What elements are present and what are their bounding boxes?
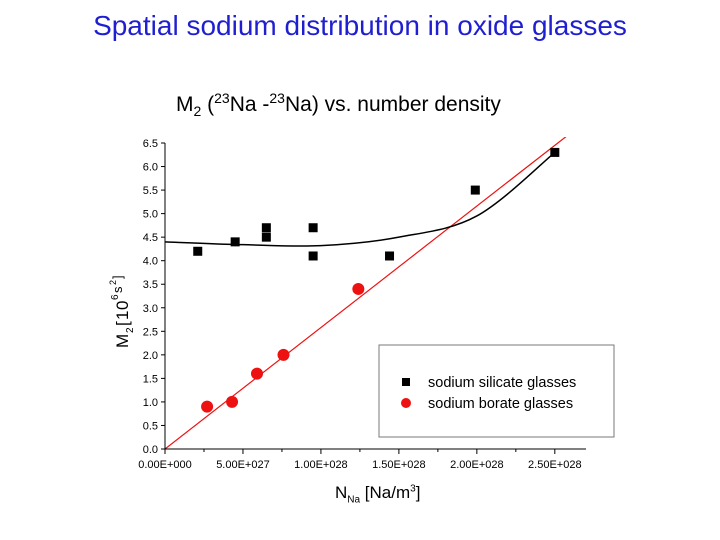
subtitle-sub: 2	[193, 103, 202, 120]
x-tick-label: 0.00E+000	[138, 459, 192, 471]
x-tick-label: 1.00E+028	[294, 459, 348, 471]
xlabel-main: N	[335, 483, 348, 502]
legend-label: sodium silicate glasses	[428, 375, 576, 391]
y-tick-label: 3.5	[143, 279, 158, 291]
subtitle-rest: Na) vs. number density	[284, 93, 501, 116]
subtitle-sup1: 23	[214, 90, 230, 106]
x-tick-label: 2.00E+028	[450, 459, 504, 471]
silicate-point	[193, 246, 203, 256]
y-tick-label: 2.5	[143, 326, 158, 338]
legend-circle-marker	[401, 398, 411, 408]
subtitle-m: M	[176, 93, 194, 116]
ylabel-m: M	[113, 334, 132, 348]
xlabel-close: ]	[415, 483, 421, 502]
xlabel-sub: Na	[347, 494, 361, 506]
ylabel-s: s	[110, 286, 125, 293]
ylabel-sub: 2	[125, 327, 136, 333]
x-tick-label: 2.50E+028	[528, 459, 582, 471]
legend-square-marker	[402, 378, 410, 386]
borate-point	[277, 348, 290, 361]
y-tick-label: 1.5	[143, 373, 158, 385]
subtitle-open: (	[201, 93, 215, 116]
y-tick-label: 5.0	[143, 209, 158, 221]
ylabel-exp: 6	[110, 294, 121, 300]
ylabel-one: 1	[113, 311, 132, 320]
x-axis-label: NNa [Na/m3]	[335, 483, 420, 505]
borate-point	[250, 367, 263, 380]
linear-fit-line	[165, 137, 567, 449]
y-axis-label: M 2 [ 1 0 6 s 2 ]	[108, 275, 136, 348]
silicate-point	[470, 185, 480, 195]
y-tick-label: 3.0	[143, 303, 158, 315]
ylabel-bracket-close: ]	[110, 275, 125, 279]
slide-title: Spatial sodium distribution in oxide gla…	[93, 10, 627, 41]
ylabel-bracket-open: [	[113, 321, 132, 326]
x-tick-label: 5.00E+027	[216, 459, 270, 471]
subtitle-sup2: 23	[269, 90, 285, 106]
x-tick-label: 1.50E+028	[372, 459, 426, 471]
borate-point	[201, 400, 214, 413]
xlabel-sup: 3	[410, 483, 416, 495]
y-tick-label: 5.5	[143, 185, 158, 197]
y-tick-label: 4.5	[143, 232, 158, 244]
silicate-point	[550, 147, 560, 157]
xlabel-unit: [Na/m	[360, 483, 411, 502]
silicate-point	[261, 232, 271, 242]
borate-point	[352, 282, 365, 295]
y-tick-label: 6.0	[143, 162, 158, 174]
borate-point	[226, 395, 239, 408]
ylabel-s-exp: 2	[108, 280, 118, 285]
y-tick-label: 4.0	[143, 256, 158, 268]
chart-subtitle: M2 (23Na -23Na) vs. number density	[176, 90, 501, 119]
y-tick-label: 6.5	[143, 138, 158, 150]
silicate-point	[385, 251, 395, 261]
y-tick-label: 1.0	[143, 397, 158, 409]
y-tick-label: 0.0	[143, 444, 158, 456]
silicate-point	[308, 223, 318, 233]
silicate-point	[308, 251, 318, 261]
y-tick-label: 2.0	[143, 350, 158, 362]
polynomial-fit-curve	[165, 151, 556, 247]
ylabel-zero: 0	[113, 301, 132, 310]
legend-box	[378, 344, 615, 438]
silicate-point	[261, 223, 271, 233]
subtitle-na1: Na -	[229, 93, 270, 116]
y-tick-label: 0.5	[143, 420, 158, 432]
legend-label: sodium borate glasses	[428, 396, 573, 412]
silicate-point	[230, 237, 240, 247]
